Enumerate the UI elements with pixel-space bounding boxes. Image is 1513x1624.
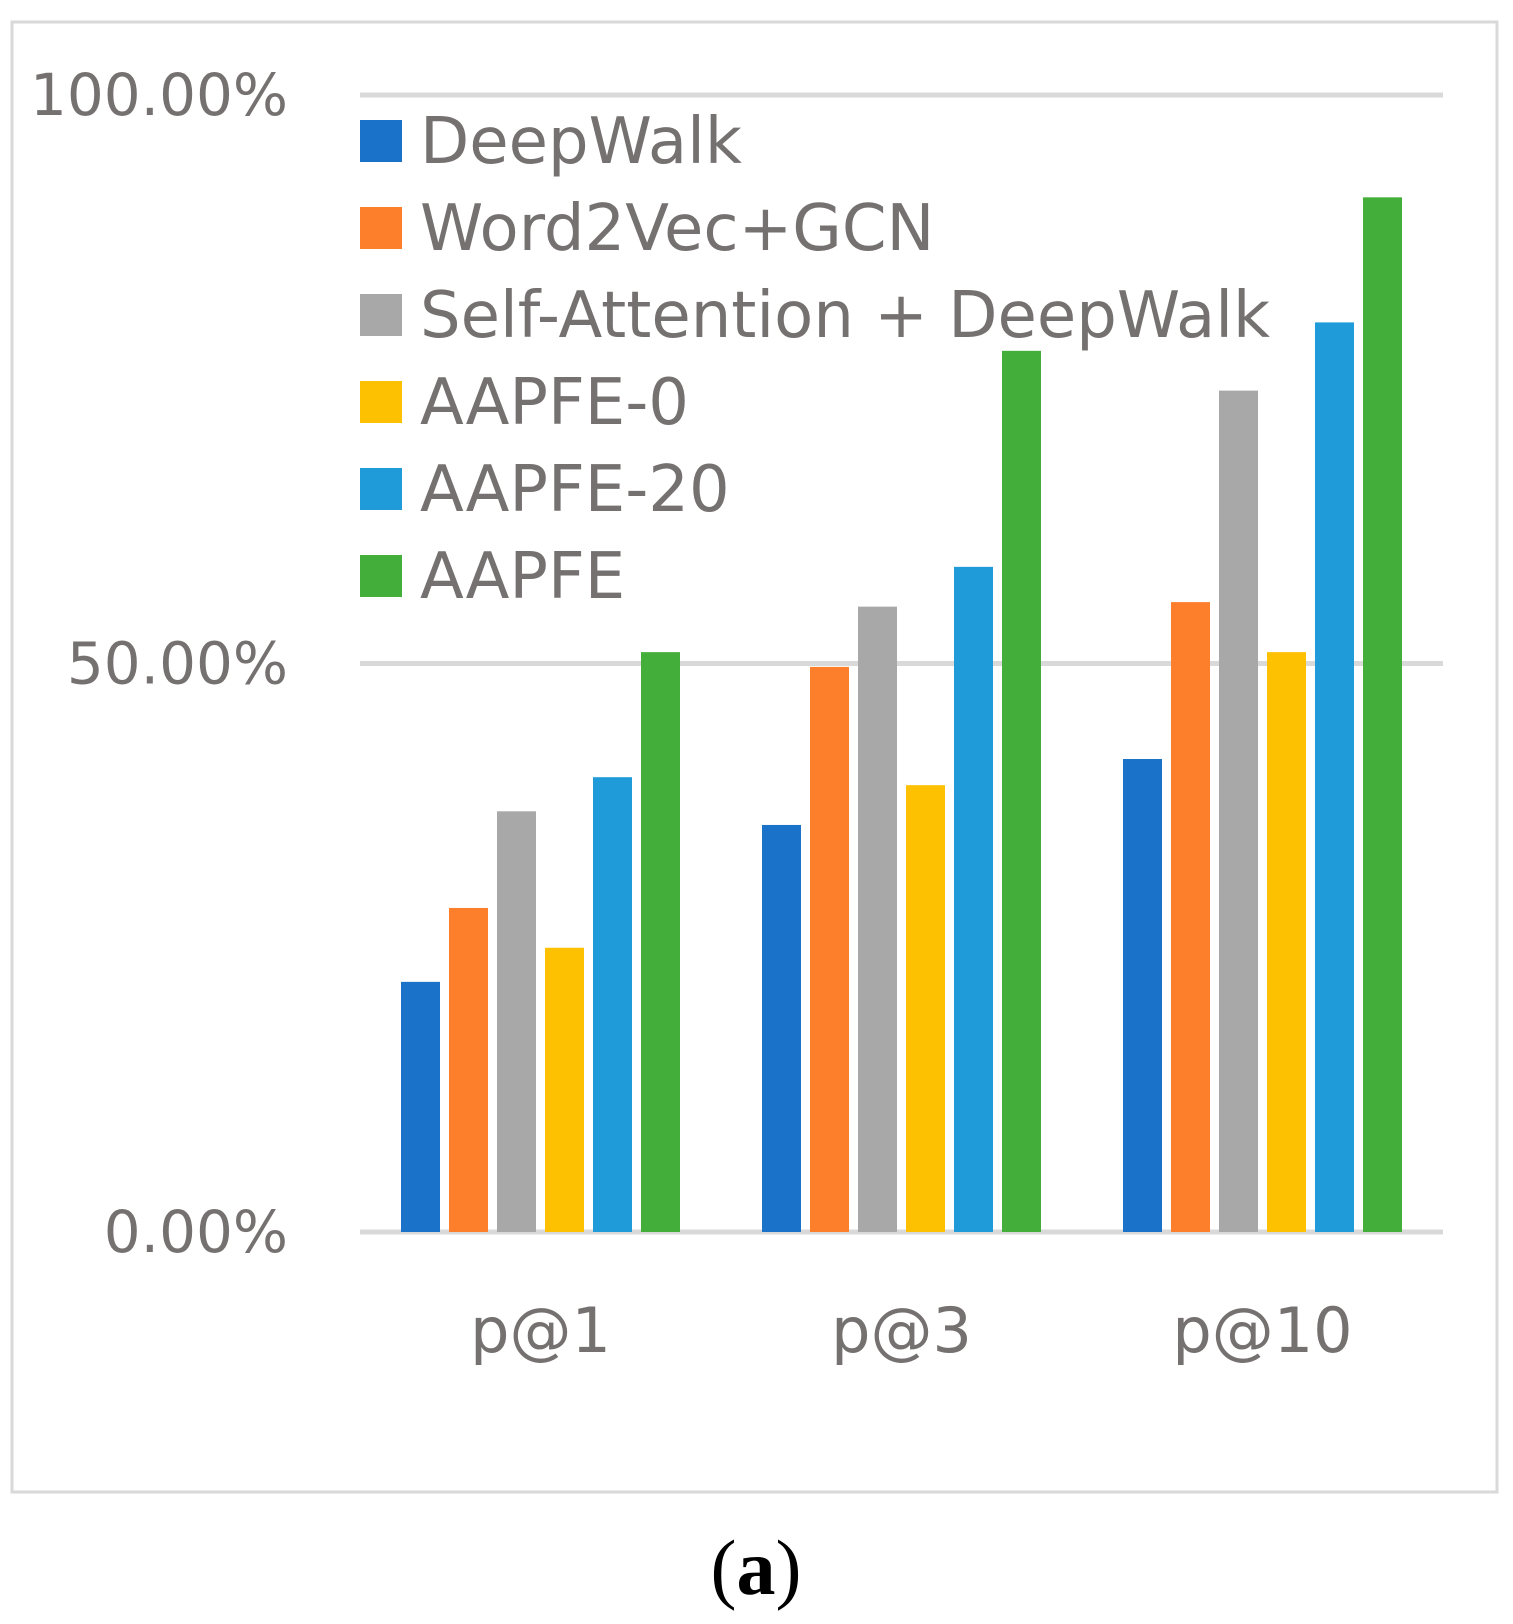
legend-swatch (360, 468, 402, 510)
legend-swatch (360, 381, 402, 423)
legend-label: AAPFE-0 (420, 366, 689, 440)
bar-p-at-10-word2vec-gcn (1171, 602, 1210, 1232)
legend-swatch (360, 555, 402, 597)
gridlines (360, 92, 1443, 1235)
bar-p-at-3-word2vec-gcn (810, 666, 849, 1232)
legend-label: Word2Vec+GCN (420, 192, 934, 266)
bar-p-at-10-aapfe-0 (1267, 652, 1306, 1232)
y-axis-ticks: 0.00% 50.00% 100.00% (30, 61, 288, 1266)
x-tick-label: p@1 (470, 1294, 611, 1367)
bar-p-at-10-self-attention-deepwalk (1219, 390, 1258, 1232)
bar-p-at-3-aapfe-20 (954, 566, 993, 1232)
legend-label: Self-Attention + DeepWalk (420, 279, 1270, 353)
legend-swatch (360, 294, 402, 336)
y-tick-label: 100.00% (30, 61, 288, 129)
bar-p-at-10-aapfe-20 (1315, 322, 1354, 1232)
bars (401, 197, 1402, 1233)
bar-p-at-3-self-attention-deepwalk (858, 606, 897, 1232)
bar-p-at-10-deepwalk (1123, 759, 1162, 1232)
bar-p-at-1-aapfe-20 (593, 777, 632, 1232)
bar-p-at-1-deepwalk (401, 981, 440, 1232)
bar-p-at-3-aapfe (1002, 350, 1041, 1232)
legend-swatch (360, 207, 402, 249)
y-tick-label: 0.00% (104, 1198, 288, 1266)
bar-p-at-3-deepwalk (762, 824, 801, 1232)
legend: DeepWalk Word2Vec+GCN Self-Attention + Dee… (360, 105, 1270, 614)
legend-swatch (360, 120, 402, 162)
y-tick-label: 50.00% (67, 630, 288, 698)
x-tick-label: p@10 (1172, 1294, 1352, 1367)
bar-p-at-3-aapfe-0 (906, 785, 945, 1232)
bar-p-at-10-aapfe (1363, 197, 1402, 1233)
legend-label: AAPFE (420, 540, 625, 614)
figure-caption: (a) (711, 1524, 802, 1611)
x-tick-label: p@3 (831, 1294, 972, 1367)
x-axis-labels: p@1 p@3 p@10 (470, 1294, 1353, 1367)
legend-label: DeepWalk (420, 105, 742, 179)
bar-p-at-1-aapfe (641, 652, 680, 1232)
bar-p-at-1-self-attention-deepwalk (497, 811, 536, 1232)
bar-p-at-1-aapfe-0 (545, 947, 584, 1232)
legend-label: AAPFE-20 (420, 453, 730, 527)
bar-p-at-1-word2vec-gcn (449, 907, 488, 1232)
